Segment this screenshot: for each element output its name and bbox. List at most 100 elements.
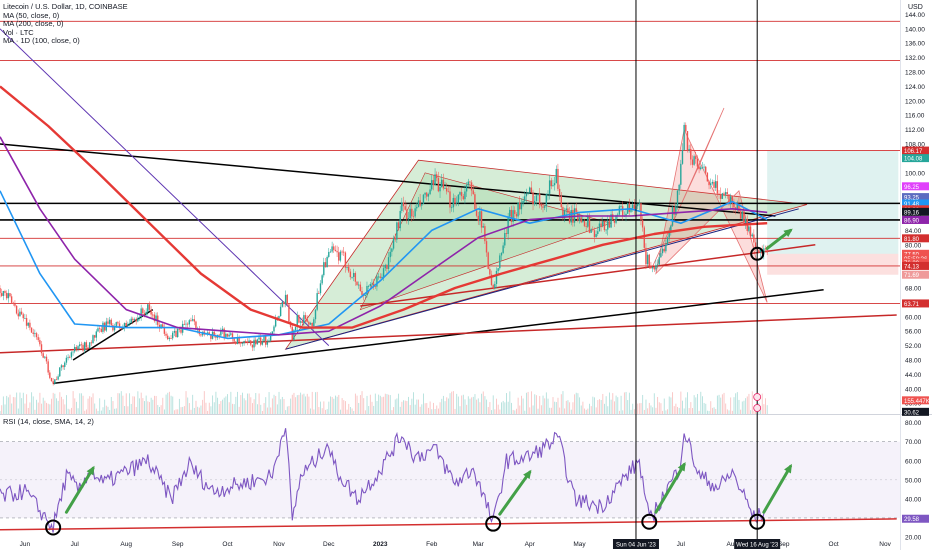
volume-bar [698, 410, 700, 414]
volume-bar [278, 391, 280, 414]
volume-bar [192, 394, 194, 414]
rsi-pane[interactable] [0, 428, 900, 536]
volume-bar [451, 391, 453, 414]
candle-body [55, 379, 58, 381]
volume-bar [248, 393, 250, 414]
volume-bar [212, 395, 214, 414]
rsi-tick-label: 40.00 [905, 496, 922, 503]
volume-bar [321, 408, 323, 414]
volume-bar [232, 403, 233, 414]
volume-bar [266, 407, 268, 414]
volume-bar [293, 392, 295, 414]
candle-body [374, 285, 376, 287]
candle-body [494, 283, 496, 289]
candle-body [167, 335, 169, 340]
volume-bar [305, 396, 307, 414]
candle-body [696, 158, 699, 167]
candle-body [701, 167, 704, 169]
candle-body [220, 331, 222, 336]
volume-bar [353, 410, 355, 414]
volume-bar [271, 398, 273, 414]
volume-bar [325, 409, 326, 414]
candle-body [479, 211, 481, 221]
volume-bar [653, 393, 655, 414]
volume-bar [761, 393, 763, 414]
candle-body [480, 211, 483, 228]
price-pane[interactable] [0, 20, 900, 414]
candle-body [562, 207, 564, 219]
volume-bar [338, 394, 340, 414]
candle-body [376, 276, 378, 287]
candle-body [261, 341, 264, 345]
chart-legend: Litecoin / U.S. Dollar, 1D, COINBASE MA … [3, 2, 128, 46]
candle-body [510, 209, 513, 222]
candle-body [392, 238, 395, 249]
volume-bar [253, 399, 255, 414]
price-tick-label: 68.00 [905, 286, 922, 293]
volume-bar [275, 395, 277, 414]
volume-bar [408, 396, 409, 414]
volume-bar [296, 395, 298, 414]
volume-bar [504, 402, 506, 414]
volume-bar [346, 409, 348, 414]
candle-body [79, 344, 81, 347]
candle-body [736, 203, 738, 209]
candle-body [286, 294, 288, 305]
candle-body [414, 208, 416, 217]
candle-body [145, 311, 147, 315]
volume-bar [627, 400, 629, 414]
volume-bar [112, 401, 114, 414]
volume-bar [604, 403, 605, 414]
candle-body [62, 365, 64, 367]
candle-body [64, 362, 66, 367]
volume-bar [344, 401, 346, 414]
volume-bar [316, 391, 318, 414]
candle-body [206, 332, 209, 334]
candle-body [698, 166, 700, 170]
candle-body [753, 234, 755, 243]
volume-bar [560, 394, 562, 414]
candle-body [328, 252, 330, 257]
volume-bar [95, 408, 97, 414]
volume-bar [132, 396, 134, 414]
price-tick-label: 124.00 [905, 84, 925, 91]
volume-bar [549, 407, 551, 414]
volume-bar [589, 403, 590, 414]
candle-body [132, 318, 134, 321]
volume-bar [44, 400, 46, 414]
candle-body [648, 254, 650, 266]
volume-bar [399, 406, 401, 414]
candle-body [542, 206, 544, 208]
candle-body [311, 323, 313, 327]
price-label-3: 93.25 [904, 196, 920, 202]
volume-bar [198, 407, 200, 414]
candle-body [112, 325, 114, 331]
volume-bar [442, 395, 444, 414]
volume-bar [562, 391, 564, 414]
volume-bar [24, 403, 26, 414]
volume-bar [165, 394, 167, 414]
volume-bar [147, 401, 149, 414]
volume-bar [348, 403, 350, 414]
volume-bar [502, 400, 504, 414]
volume-bar [379, 395, 381, 414]
volume-bar [242, 392, 243, 414]
volume-bar [655, 407, 657, 414]
volume-bar [477, 398, 479, 414]
volume-bar [71, 407, 72, 414]
price-label-15: 155.447K [904, 399, 930, 405]
candle-body [294, 327, 297, 331]
candle-body [766, 249, 768, 253]
candle-body [371, 283, 373, 285]
price-label-bg-16 [902, 407, 929, 416]
volume-bar [318, 407, 320, 414]
time-tick-label: Sep [172, 541, 184, 548]
volume-bar [426, 403, 428, 414]
volume-bar [710, 401, 712, 414]
volume-bar [569, 402, 571, 414]
volume-bar [371, 401, 373, 414]
candle-body [535, 195, 538, 201]
volume-bar [178, 398, 180, 414]
candle-body [593, 230, 596, 238]
